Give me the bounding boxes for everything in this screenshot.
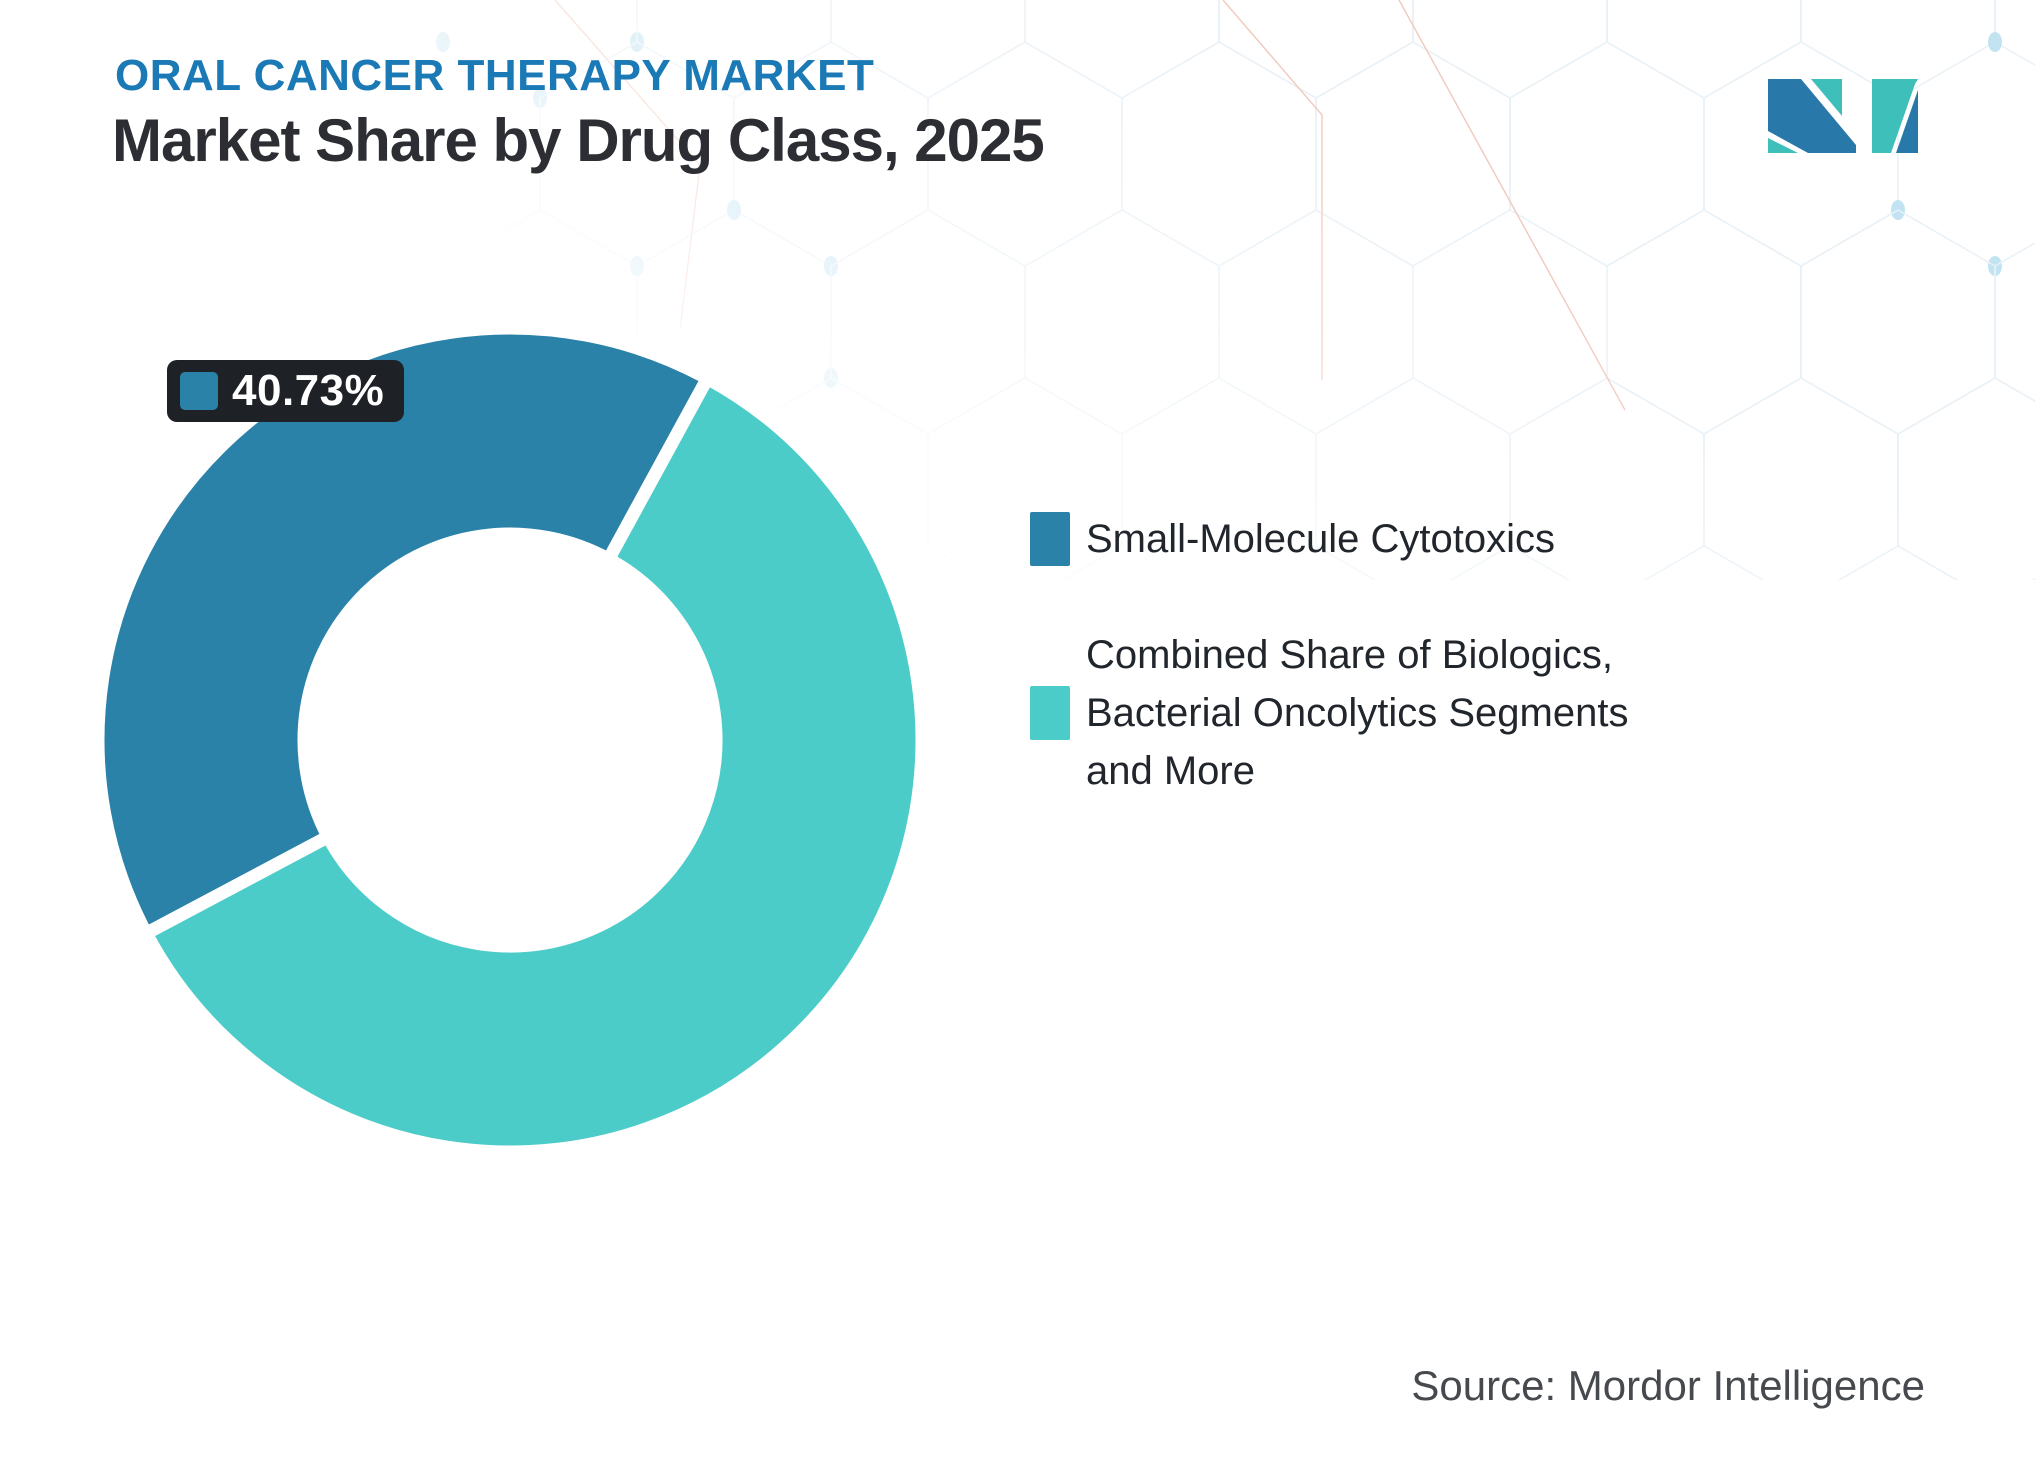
logo-i-top-wedge [1872, 79, 1918, 153]
data-label-value: 40.73% [232, 366, 385, 415]
legend-label-combined-share: Combined Share of Biologics, Bacterial O… [1086, 633, 1629, 793]
logo-m-top-wedge [1811, 79, 1842, 116]
hexagon-outline [1024, 0, 1220, 99]
hexagon-outline [1703, 41, 1899, 267]
hexagon-outline [1994, 242, 2035, 402]
hexagon-outline [1315, 41, 1511, 267]
legend-label-small-molecule-cytotoxics: Small-Molecule Cytotoxics [1086, 517, 1556, 561]
hexagon-outline [1703, 377, 1899, 580]
hexagon-outline [1218, 0, 1414, 99]
data-label-badge: 40.73% [167, 360, 405, 422]
legend-swatch-blue [1030, 512, 1070, 566]
hexagon-outline [927, 377, 1123, 580]
logo-m-left-stroke [1768, 79, 1856, 153]
source-attribution: Source: Mordor Intelligence [1411, 1362, 1925, 1409]
hexagon-outline [1121, 41, 1317, 267]
legend-swatch-teal [1030, 686, 1070, 740]
accent-line [554, 0, 701, 331]
report-title: ORAL CANCER THERAPY MARKET [115, 51, 875, 100]
legend-item-small-molecule-cytotoxics[interactable]: Small-Molecule Cytotoxics [1030, 512, 1690, 566]
accent-line [1222, 0, 1323, 380]
legend: Small-Molecule Cytotoxics Combined Share… [1030, 512, 1690, 800]
logo-m-corner-triangle [1768, 138, 1798, 153]
donut-chart [91, 321, 929, 1159]
mordor-intelligence-logo [1768, 79, 1918, 153]
hexagon-outline [1509, 41, 1705, 267]
donut-slice-small-molecule-cytotoxics[interactable] [91, 321, 714, 940]
node-dot [727, 200, 741, 220]
node-dot [1988, 32, 2002, 52]
node-dot [436, 32, 450, 52]
logo-i-bar [1896, 90, 1918, 153]
legend-item-combined-share[interactable]: Combined Share of Biologics, Bacterial O… [1030, 626, 1690, 800]
hexagon-outline [1412, 0, 1608, 99]
hexagon-outline [1606, 209, 1802, 435]
accent-line [1398, 0, 1626, 411]
header: ORAL CANCER THERAPY MARKET Market Share … [112, 51, 1045, 175]
hexagon-outline [1024, 209, 1220, 435]
chart-title: Market Share by Drug Class, 2025 [112, 107, 1045, 175]
data-label-swatch [180, 372, 218, 410]
node-dot [630, 256, 644, 276]
hexagon-outline [1994, 0, 2035, 66]
donut-slice-combined-share-of-biologics-bacterial-on[interactable] [139, 371, 929, 1159]
hexagon-outline [1897, 377, 2035, 580]
hexagon-outline [1800, 209, 1996, 435]
hexagon-outline [1218, 209, 1414, 435]
